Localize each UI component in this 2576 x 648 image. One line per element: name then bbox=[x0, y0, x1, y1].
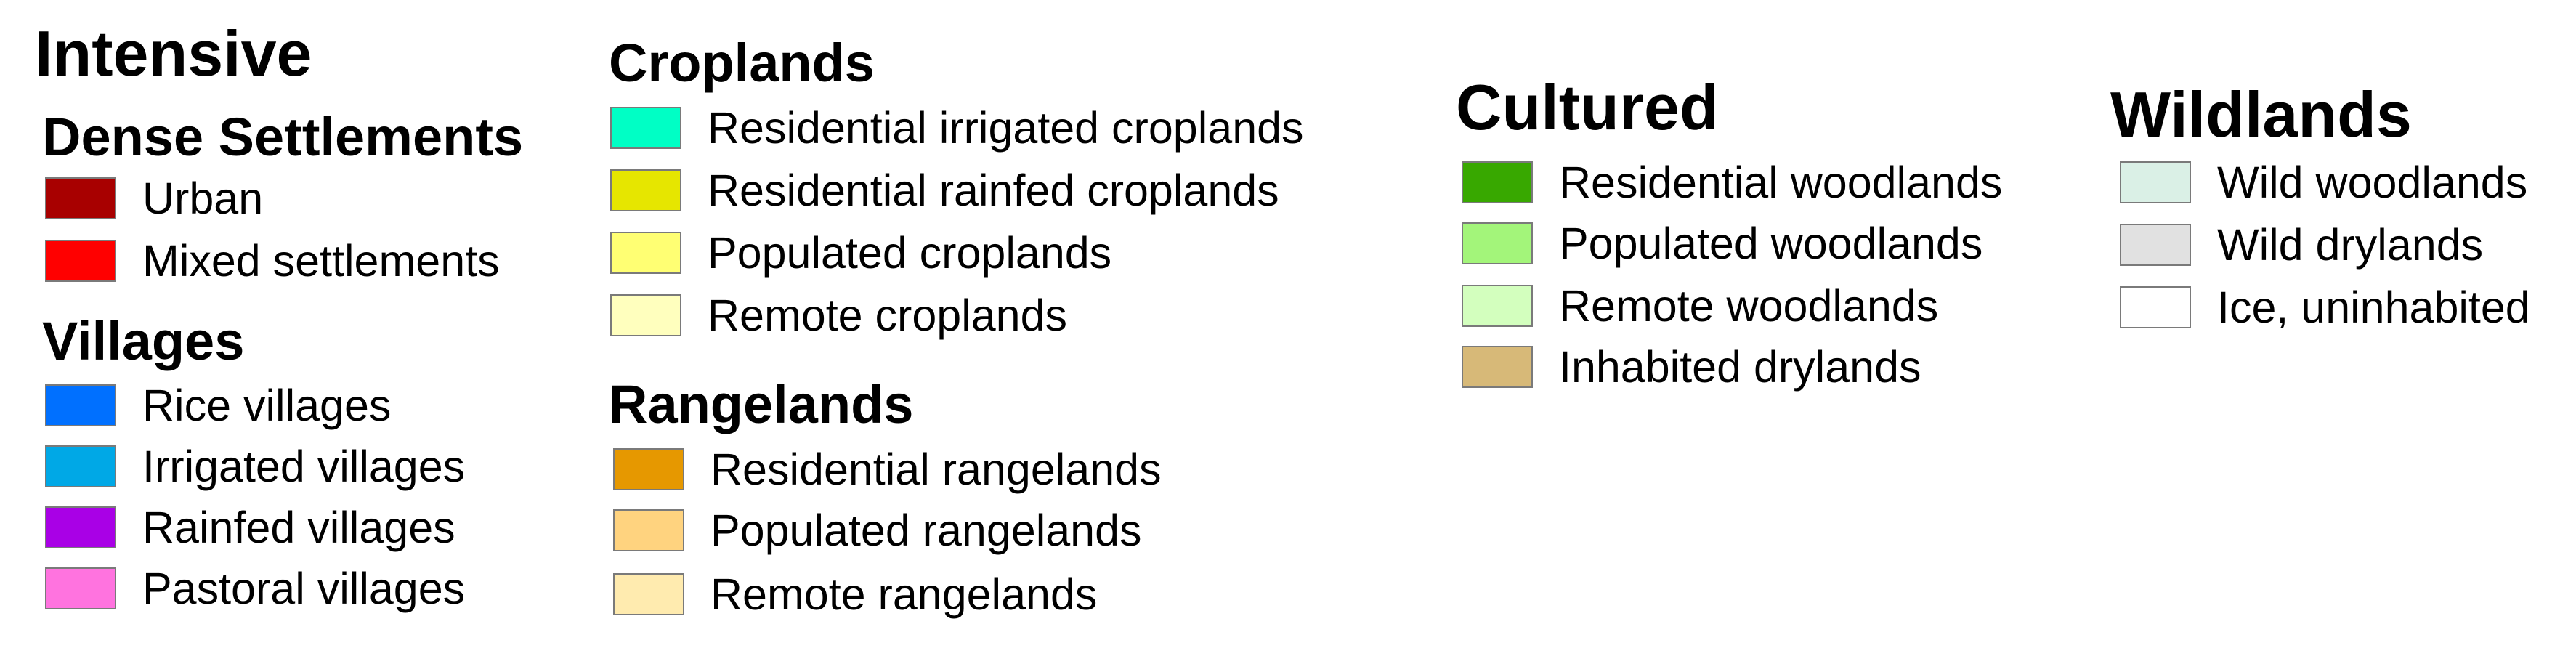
swatch-residential-woodlands bbox=[1462, 161, 1533, 203]
legend-item-remote-croplands: Remote croplands bbox=[610, 291, 1067, 339]
swatch-rice-villages bbox=[45, 384, 116, 426]
legend-label: Remote rangelands bbox=[710, 569, 1098, 619]
legend-label: Residential irrigated croplands bbox=[708, 102, 1304, 153]
swatch-remote-woodlands bbox=[1462, 285, 1533, 327]
legend-label: Rainfed villages bbox=[142, 502, 455, 552]
villages-heading: Villages bbox=[42, 311, 245, 371]
legend-item-pastoral-villages: Pastoral villages bbox=[45, 564, 465, 612]
swatch-irrigated-villages bbox=[45, 445, 116, 487]
swatch-urban bbox=[45, 177, 116, 219]
legend-item-mixed-settlements: Mixed settlements bbox=[45, 237, 500, 285]
legend-item-residential-woodlands: Residential woodlands bbox=[1462, 158, 2002, 206]
legend-item-populated-croplands: Populated croplands bbox=[610, 229, 1111, 277]
legend-label: Residential rainfed croplands bbox=[708, 165, 1279, 215]
legend-label: Populated rangelands bbox=[710, 505, 1142, 555]
legend-label: Irrigated villages bbox=[142, 441, 466, 491]
legend-item-populated-woodlands: Populated woodlands bbox=[1462, 219, 1982, 267]
legend-item-residential-irrigated-croplands: Residential irrigated croplands bbox=[610, 104, 1304, 152]
legend-label: Remote croplands bbox=[708, 290, 1068, 340]
swatch-populated-rangelands bbox=[613, 509, 684, 551]
legend-label: Populated woodlands bbox=[1559, 218, 1983, 268]
legend-item-irrigated-villages: Irrigated villages bbox=[45, 442, 465, 490]
legend-item-wild-drylands: Wild drylands bbox=[2120, 221, 2483, 269]
legend-item-rainfed-villages: Rainfed villages bbox=[45, 503, 455, 551]
legend-item-remote-woodlands: Remote woodlands bbox=[1462, 282, 1938, 330]
legend-label: Remote woodlands bbox=[1559, 280, 1939, 331]
swatch-wild-woodlands bbox=[2120, 161, 2191, 203]
legend-label: Urban bbox=[142, 173, 264, 223]
swatch-inhabited-drylands bbox=[1462, 346, 1533, 388]
rangelands-heading: Rangelands bbox=[609, 374, 914, 434]
swatch-residential-rangelands bbox=[613, 448, 684, 490]
wildlands-heading: Wildlands bbox=[2110, 78, 2412, 150]
legend-item-residential-rangelands: Residential rangelands bbox=[613, 445, 1162, 493]
swatch-pastoral-villages bbox=[45, 567, 116, 609]
legend-item-inhabited-drylands: Inhabited drylands bbox=[1462, 343, 1921, 391]
legend-label: Residential woodlands bbox=[1559, 157, 2003, 207]
legend-item-ice-uninhabited: Ice, uninhabited bbox=[2120, 283, 2530, 331]
swatch-remote-rangelands bbox=[613, 573, 684, 615]
legend-label: Ice, uninhabited bbox=[2217, 282, 2530, 332]
legend-item-populated-rangelands: Populated rangelands bbox=[613, 506, 1142, 554]
legend-item-urban: Urban bbox=[45, 174, 263, 222]
dense-settlements-heading: Dense Settlements bbox=[42, 107, 524, 167]
legend-item-rice-villages: Rice villages bbox=[45, 381, 391, 429]
legend-label: Pastoral villages bbox=[142, 563, 466, 613]
legend-label: Wild woodlands bbox=[2217, 157, 2528, 207]
legend-label: Rice villages bbox=[142, 380, 392, 430]
swatch-residential-rainfed-croplands bbox=[610, 169, 681, 211]
legend-label: Populated croplands bbox=[708, 227, 1112, 278]
croplands-heading: Croplands bbox=[609, 33, 875, 93]
legend-label: Mixed settlements bbox=[142, 235, 500, 285]
swatch-ice-uninhabited bbox=[2120, 286, 2191, 328]
swatch-remote-croplands bbox=[610, 294, 681, 336]
swatch-residential-irrigated-croplands bbox=[610, 107, 681, 149]
legend-label: Wild drylands bbox=[2217, 219, 2484, 270]
swatch-wild-drylands bbox=[2120, 224, 2191, 266]
swatch-mixed-settlements bbox=[45, 240, 116, 282]
legend-item-wild-woodlands: Wild woodlands bbox=[2120, 158, 2527, 206]
cultured-heading: Cultured bbox=[1456, 71, 1719, 143]
swatch-populated-woodlands bbox=[1462, 222, 1533, 264]
legend-label: Residential rangelands bbox=[710, 444, 1162, 494]
legend-item-remote-rangelands: Remote rangelands bbox=[613, 570, 1097, 618]
intensive-heading: Intensive bbox=[35, 17, 312, 89]
swatch-populated-croplands bbox=[610, 232, 681, 274]
swatch-rainfed-villages bbox=[45, 506, 116, 548]
legend-label: Inhabited drylands bbox=[1559, 341, 1921, 392]
legend-item-residential-rainfed-croplands: Residential rainfed croplands bbox=[610, 166, 1279, 214]
